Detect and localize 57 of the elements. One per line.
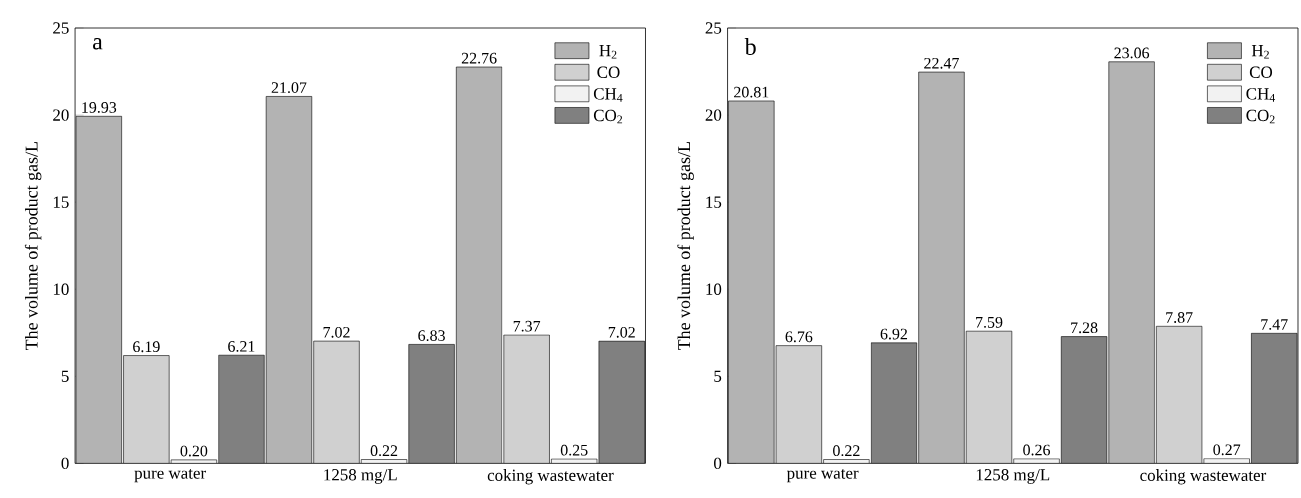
data-label: 0.20: [180, 445, 208, 457]
y-tick-label: 15: [706, 196, 722, 208]
y-axis-title: The volume of product gas/L: [24, 141, 42, 350]
data-label: 0.26: [1023, 444, 1051, 456]
y-tick-label: 0: [714, 457, 722, 469]
legend-label: CO: [597, 66, 620, 78]
data-label: 6.83: [418, 330, 445, 341]
legend-label: H$_{2}$: [1251, 44, 1269, 59]
data-label: 7.37: [513, 320, 541, 332]
y-tick-label: 5: [61, 370, 69, 382]
annotation: a: [93, 37, 103, 50]
bar: [965, 330, 1013, 464]
data-label: 6.76: [785, 331, 813, 343]
y-tick-label: 10: [53, 283, 69, 295]
data-label: 7.59: [976, 316, 1003, 328]
data-label: 7.02: [323, 326, 350, 338]
x-tick-label: 1258 mg/L: [324, 468, 397, 484]
data-label: 0.22: [370, 445, 398, 456]
y-tick-label: 20: [705, 109, 722, 121]
y-tick-label: 10: [706, 283, 722, 295]
x-tick-label: pure water: [786, 468, 859, 483]
bar: [1156, 325, 1203, 464]
legend-label: CO$_{2}$: [593, 109, 623, 124]
y-tick-label: 0: [61, 457, 69, 469]
data-label: 7.28: [1071, 322, 1098, 333]
x-tick-label: pure water: [134, 468, 206, 483]
y-tick-label: 25: [705, 22, 722, 34]
bar: [775, 345, 822, 464]
annotation: b: [744, 37, 756, 55]
data-label: 23.06: [1114, 47, 1150, 59]
data-label: 22.47: [924, 57, 959, 69]
y-axis-title: The volume of product gas/L: [677, 141, 694, 350]
x-tick-label: coking wastewater: [1140, 468, 1267, 485]
data-label: 6.92: [880, 328, 908, 340]
data-label: 22.76: [461, 52, 497, 64]
data-label: 19.93: [82, 101, 117, 113]
data-label: 7.47: [1261, 318, 1288, 330]
data-label: 21.07: [271, 82, 307, 93]
legend-label: CO: [1249, 66, 1273, 78]
data-label: 7.87: [1166, 311, 1193, 323]
x-tick-label: 1258 mg/L: [976, 468, 1050, 484]
data-label: 20.81: [734, 86, 769, 98]
y-tick-label: 25: [53, 22, 69, 34]
data-label: 0.22: [833, 445, 860, 456]
x-tick-label: coking wastewater: [487, 468, 614, 485]
legend-label: CH$_{4}$: [593, 87, 623, 102]
data-label: 0.25: [560, 444, 588, 456]
legend-label: H$_{2}$: [599, 44, 617, 59]
data-label: 6.19: [133, 341, 160, 352]
data-label: 6.21: [228, 340, 255, 352]
data-label: 0.27: [1213, 444, 1241, 456]
data-label: 7.02: [608, 326, 635, 338]
legend-label: CO$_{2}$: [1246, 109, 1275, 124]
y-tick-label: 5: [714, 370, 722, 382]
y-tick-label: 20: [53, 109, 69, 121]
y-tick-label: 15: [53, 196, 69, 208]
legend-label: CH$_{4}$: [1246, 87, 1276, 102]
